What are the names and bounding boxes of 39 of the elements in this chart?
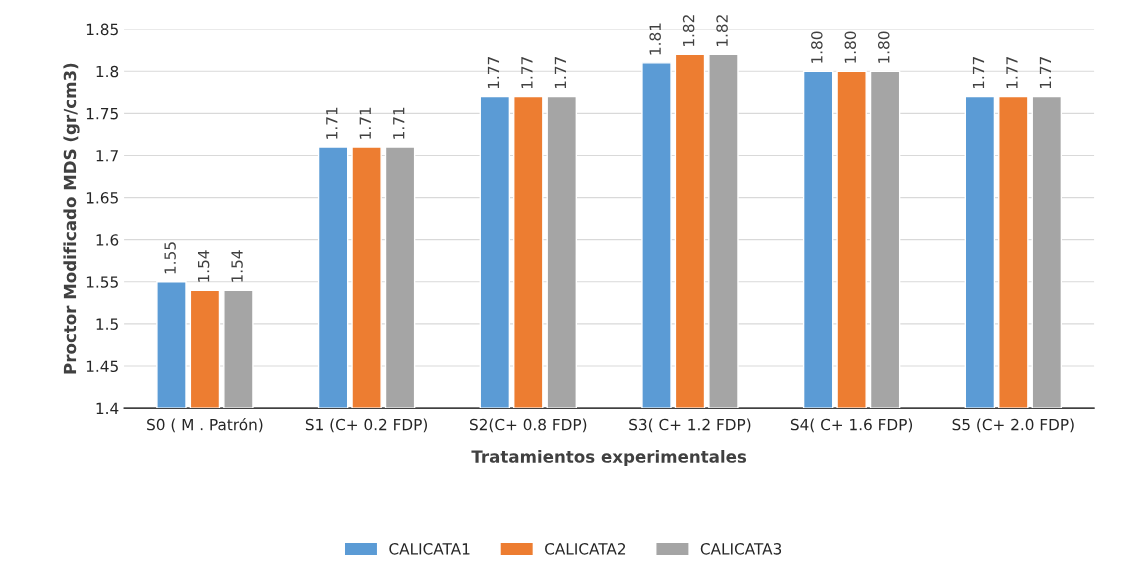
data-label: 1.77: [521, 57, 533, 89]
y-tick-label: 1.85: [86, 23, 118, 36]
data-label: 1.54: [231, 250, 243, 282]
data-label: 1.71: [326, 107, 338, 139]
y-tick-label: 1.75: [86, 108, 118, 120]
y-tick-label: 1.8: [96, 65, 119, 78]
y-tick-label: 1.55: [86, 276, 118, 288]
data-label: 1.71: [359, 107, 371, 139]
data-label: 1.77: [1039, 57, 1051, 89]
y-axis-title: Proctor Modificado MDS (gr/cm3): [63, 63, 80, 374]
legend-label: CALICATA2: [545, 543, 626, 555]
x-tick-label: S2(C+ 0.8 FDP): [470, 418, 587, 433]
y-tick-label: 1.4: [96, 402, 119, 414]
data-label: 1.55: [164, 242, 176, 274]
data-label: 1.77: [554, 57, 566, 89]
x-tick-label: S1 (C+ 0.2 FDP): [305, 418, 428, 433]
data-label: 1.54: [198, 250, 210, 282]
y-tick-label: 1.7: [96, 150, 118, 162]
data-label: 1.80: [877, 31, 890, 63]
data-label: 1.77: [487, 57, 500, 89]
legend-label: CALICATA1: [389, 543, 470, 555]
data-label: 1.80: [811, 31, 823, 63]
x-tick-label: S4( C+ 1.6 FDP): [790, 418, 913, 433]
data-label: 1.71: [393, 107, 405, 139]
x-axis-title: Tratamientos experimentales: [471, 449, 747, 467]
x-tick-label: S3( C+ 1.2 FDP): [629, 418, 751, 433]
data-label: 1.80: [844, 31, 857, 63]
y-tick-label: 1.5: [96, 318, 118, 330]
x-tick-label: S0 ( M . Patrón): [147, 417, 263, 433]
y-tick-label: 1.45: [86, 360, 118, 373]
data-label: 1.77: [1006, 57, 1018, 89]
data-label: 1.82: [716, 15, 728, 46]
legend-label: CALICATA3: [700, 543, 782, 555]
y-tick-label: 1.65: [86, 192, 118, 204]
data-label: 1.82: [682, 15, 695, 46]
data-label: 1.77: [972, 57, 985, 89]
x-tick-label: S5 (C+ 2.0 FDP): [952, 418, 1074, 433]
data-label: 1.81: [649, 23, 661, 55]
y-tick-label: 1.6: [96, 234, 119, 246]
